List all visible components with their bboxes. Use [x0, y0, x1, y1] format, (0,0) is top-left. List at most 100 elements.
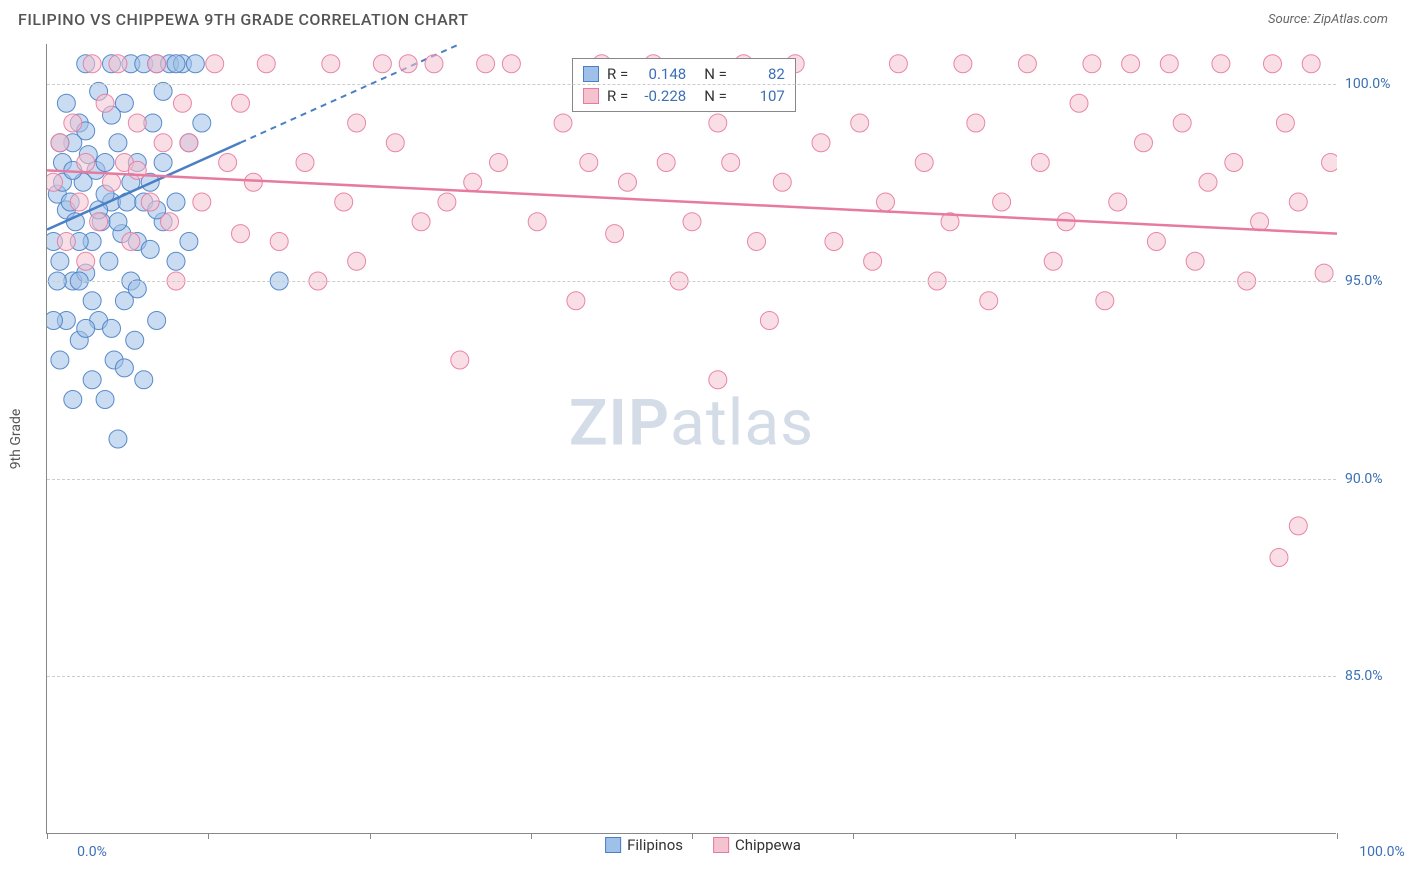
- data-point: [219, 154, 237, 172]
- data-point: [373, 55, 391, 73]
- x-tick-label: 100.0%: [1359, 844, 1404, 860]
- data-point: [144, 114, 162, 132]
- data-point: [128, 154, 146, 172]
- data-point: [77, 55, 95, 73]
- data-point: [61, 193, 79, 211]
- gridline: [47, 281, 1336, 282]
- data-point: [77, 319, 95, 337]
- legend-swatch: [605, 837, 621, 853]
- legend-swatch: [713, 837, 729, 853]
- data-point: [128, 161, 146, 179]
- data-point: [53, 154, 71, 172]
- data-point: [135, 193, 153, 211]
- data-point: [96, 94, 114, 112]
- data-point: [115, 154, 133, 172]
- data-point: [1212, 55, 1230, 73]
- data-point: [1173, 114, 1191, 132]
- stat-n-value: 82: [735, 63, 785, 85]
- data-point: [864, 252, 882, 270]
- stat-n-value: 107: [735, 85, 785, 107]
- data-point: [109, 430, 127, 448]
- x-tick-label: 0.0%: [77, 844, 107, 860]
- data-point: [1070, 94, 1088, 112]
- data-point: [709, 114, 727, 132]
- data-point: [186, 55, 204, 73]
- stat-n-label: N =: [704, 63, 727, 85]
- data-point: [128, 114, 146, 132]
- data-point: [657, 154, 675, 172]
- data-point: [683, 213, 701, 231]
- data-point: [161, 55, 179, 73]
- gridline: [47, 84, 1336, 85]
- data-point: [70, 193, 88, 211]
- data-point: [232, 94, 250, 112]
- data-point: [103, 55, 121, 73]
- trend-line: [47, 143, 241, 230]
- data-point: [348, 114, 366, 132]
- data-point: [47, 312, 62, 330]
- data-point: [502, 55, 520, 73]
- data-point: [412, 213, 430, 231]
- data-point: [1031, 154, 1049, 172]
- data-point: [322, 55, 340, 73]
- data-point: [103, 173, 121, 191]
- x-tick: [47, 833, 48, 839]
- data-point: [109, 213, 127, 231]
- series-legend: FilipinosChippewa: [605, 836, 801, 854]
- data-point: [103, 106, 121, 124]
- data-point: [335, 193, 353, 211]
- data-point: [348, 252, 366, 270]
- data-point: [122, 173, 140, 191]
- data-point: [118, 193, 136, 211]
- data-point: [77, 154, 95, 172]
- data-point: [1160, 55, 1178, 73]
- data-point: [1044, 252, 1062, 270]
- data-point: [64, 161, 82, 179]
- data-point: [399, 55, 417, 73]
- data-point: [90, 312, 108, 330]
- data-point: [64, 391, 82, 409]
- data-point: [173, 94, 191, 112]
- data-point: [1147, 233, 1165, 251]
- data-point: [386, 134, 404, 152]
- data-point: [760, 312, 778, 330]
- data-point: [606, 225, 624, 243]
- data-point: [1289, 193, 1307, 211]
- data-point: [51, 351, 69, 369]
- stat-n-label: N =: [704, 85, 727, 107]
- data-point: [47, 233, 62, 251]
- data-point: [122, 233, 140, 251]
- data-point: [96, 185, 114, 203]
- data-point: [1135, 134, 1153, 152]
- data-point: [103, 319, 121, 337]
- data-point: [122, 55, 140, 73]
- data-point: [57, 94, 75, 112]
- data-point: [167, 55, 185, 73]
- data-point: [92, 213, 110, 231]
- trend-line: [47, 170, 1337, 233]
- legend-label: Filipinos: [627, 836, 683, 854]
- data-point: [77, 264, 95, 282]
- data-point: [877, 193, 895, 211]
- data-point: [148, 55, 166, 73]
- data-point: [135, 55, 153, 73]
- stat-r-label: R =: [607, 85, 628, 107]
- x-tick: [1176, 833, 1177, 839]
- data-point: [96, 154, 114, 172]
- data-point: [477, 55, 495, 73]
- data-point: [57, 233, 75, 251]
- data-point: [115, 94, 133, 112]
- data-point: [83, 55, 101, 73]
- plot-region: ZIPatlas R =0.148N =82R =-0.228N =107 85…: [46, 44, 1336, 834]
- data-point: [141, 173, 159, 191]
- data-point: [90, 213, 108, 231]
- legend-swatch: [583, 66, 599, 82]
- data-point: [100, 252, 118, 270]
- data-point: [48, 185, 66, 203]
- data-point: [567, 292, 585, 310]
- data-point: [257, 55, 275, 73]
- y-tick-label: 90.0%: [1345, 471, 1383, 487]
- data-point: [554, 114, 572, 132]
- data-point: [135, 371, 153, 389]
- data-point: [90, 82, 108, 100]
